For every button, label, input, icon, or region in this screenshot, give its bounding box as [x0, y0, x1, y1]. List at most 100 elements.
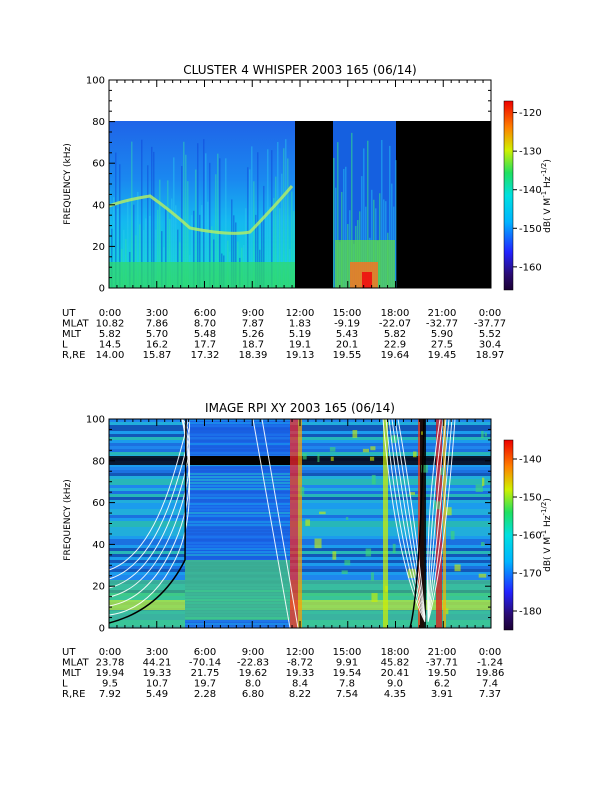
- cluster-spectral-streak: [155, 229, 157, 288]
- ephemeris-value: 8.0: [245, 679, 261, 690]
- ephemeris-value: -37.71: [426, 658, 458, 669]
- ephemeris-value: 9.91: [336, 658, 358, 669]
- ephemeris-row-label: MLT: [62, 668, 82, 679]
- y-tick-label: 20: [92, 242, 105, 253]
- image-quiet-band: [185, 527, 290, 529]
- cluster-spectral-streak: [117, 208, 119, 288]
- ephemeris-value: 18:00: [381, 647, 410, 658]
- ephemeris-value: 2.28: [194, 689, 216, 700]
- image-trace-right: [427, 419, 447, 620]
- cluster-spectral-streak: [205, 153, 207, 288]
- ephemeris-value: 6:00: [194, 647, 216, 658]
- ephemeris-value: 8.22: [289, 689, 311, 700]
- cluster-spectral-streak: [255, 214, 257, 288]
- image-quiet-band: [185, 536, 290, 538]
- ephemeris-value: 15.87: [143, 350, 172, 361]
- ephemeris-value: -37.77: [474, 319, 506, 330]
- image-quiet-band: [185, 452, 290, 454]
- cluster-colorbar-label: dB( V M-1 Hz-1/2): [540, 159, 553, 233]
- image-quiet-band: [185, 488, 290, 490]
- cluster-panel: CLUSTER 4 WHISPER 2003 165 (06/14) 0 20 40…: [62, 63, 553, 361]
- image-emission-patch: [329, 447, 336, 452]
- image-bright-column: [290, 419, 298, 628]
- ephemeris-value: 3.91: [431, 689, 453, 700]
- image-emission-patch: [440, 467, 445, 476]
- image-trace-right: [385, 419, 426, 622]
- image-emission-patch: [352, 430, 358, 438]
- image-low-band: [185, 560, 290, 620]
- cluster-spectral-streak: [165, 208, 167, 288]
- cluster-spectral-streak: [263, 185, 265, 288]
- image-emission-patch: [421, 431, 424, 435]
- ephemeris-value: 12:00: [286, 647, 315, 658]
- image-quiet-band: [185, 494, 290, 496]
- cluster-spectral-streak: [145, 218, 147, 288]
- ephemeris-value: 4.35: [384, 689, 406, 700]
- cluster-spectral-streak: [135, 235, 137, 288]
- image-emission-patch: [345, 516, 349, 520]
- image-emission-patch: [409, 492, 415, 495]
- image-quiet-band: [185, 542, 290, 544]
- ephemeris-value: 44.21: [143, 658, 172, 669]
- cluster-spectral-streak: [269, 207, 271, 288]
- ephemeris-value: 5.82: [99, 329, 121, 340]
- cluster-spectral-streak: [277, 141, 279, 288]
- cluster-spectral-streak: [219, 158, 221, 288]
- ephemeris-value: 19.33: [286, 668, 315, 679]
- image-emission-patch: [445, 507, 452, 516]
- colorbar-tick-label: -140: [519, 455, 542, 466]
- image-quiet-band: [185, 497, 290, 499]
- image-panel: IMAGE RPI XY 2003 165 (06/14) 0 20 40 60 80 1…: [62, 401, 553, 700]
- cluster-spectral-streak: [139, 224, 141, 288]
- image-bright-column: [383, 419, 388, 628]
- image-quiet-band: [185, 551, 290, 553]
- image-emission-patch: [369, 456, 375, 461]
- image-emission-patch: [481, 542, 485, 546]
- cluster-spectral-streak: [283, 148, 285, 288]
- image-quiet-band: [185, 491, 290, 493]
- image-quiet-band: [185, 623, 290, 625]
- ephemeris-value: -8.72: [287, 658, 313, 669]
- image-emission-patch: [362, 448, 370, 453]
- cluster-spectral-streak: [143, 230, 145, 288]
- image-colorbar-label: dB( V M-1 Hz-1/2): [540, 498, 553, 572]
- image-quiet-band: [185, 485, 290, 487]
- ephemeris-value: 18.7: [242, 340, 264, 351]
- cluster-colorbar: [503, 100, 514, 291]
- image-trace-left: [109, 419, 191, 580]
- image-quiet-band: [185, 470, 290, 472]
- cluster-spectral-streak: [275, 176, 277, 288]
- image-quiet-band: [185, 434, 290, 436]
- cluster-spectral-streak: [185, 154, 187, 288]
- image-emission-patch: [385, 585, 388, 592]
- cluster-spectral-streak: [345, 166, 347, 288]
- cluster-spectral-streak: [171, 198, 173, 288]
- image-quiet-band: [185, 548, 290, 550]
- image-quiet-band: [185, 431, 290, 433]
- ephemeris-value: 10.82: [96, 319, 125, 330]
- image-quiet-band: [185, 521, 290, 523]
- cluster-ylabel: FREQUENCY (kHz): [63, 143, 73, 224]
- ephemeris-value: 9:00: [242, 647, 264, 658]
- cluster-spectral-streak: [157, 209, 159, 288]
- cluster-spectral-streak: [109, 190, 111, 288]
- image-emission-patch: [341, 570, 348, 575]
- colorbar-label-text: dB( V M-1 Hz-1/2): [540, 498, 553, 572]
- image-trace-right: [427, 419, 450, 621]
- ephemeris-value: 19.7: [194, 679, 216, 690]
- ephemeris-value: -1.24: [477, 658, 503, 669]
- cluster-spectral-streak: [333, 157, 335, 288]
- image-emission-patch: [371, 593, 378, 603]
- image-quiet-band: [185, 425, 290, 427]
- cluster-spectral-streak: [247, 167, 249, 288]
- y-tick-label: 20: [92, 582, 105, 593]
- image-trace-dark: [409, 419, 425, 628]
- ephemeris-value: -9.19: [334, 319, 360, 330]
- image-trace-left: [109, 419, 189, 571]
- ephemeris-value: 7.86: [146, 319, 168, 330]
- cluster-spectral-streak: [279, 208, 281, 288]
- ephemeris-value: 8.4: [292, 679, 308, 690]
- cluster-spectral-streak: [133, 204, 135, 288]
- image-quiet-band: [185, 437, 290, 439]
- ephemeris-value: 5.70: [146, 329, 168, 340]
